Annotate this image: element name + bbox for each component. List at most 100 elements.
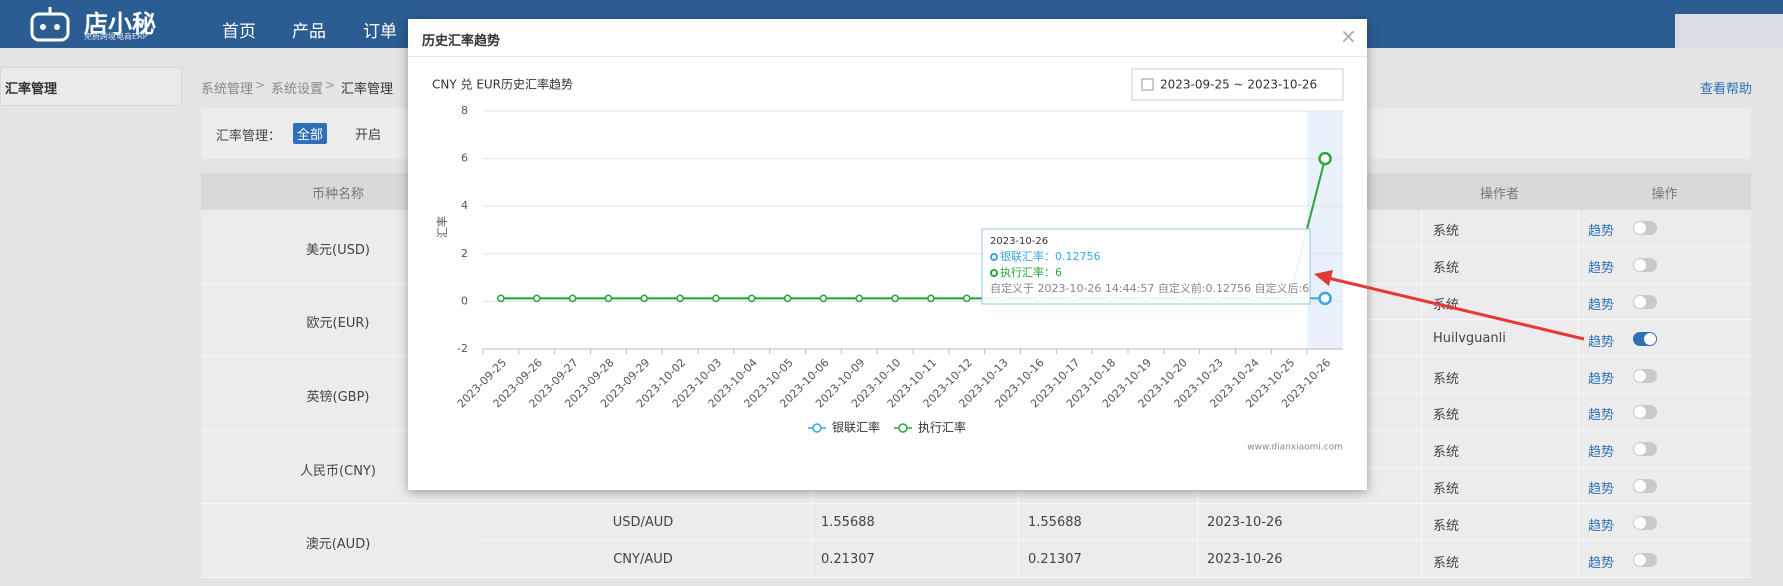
toggle[interactable] <box>1633 221 1657 236</box>
y-axis-label: 汇率 <box>435 216 449 238</box>
series-point <box>855 294 863 303</box>
series-point <box>783 294 792 303</box>
series-point <box>748 294 756 303</box>
y-tick-label: 8 <box>461 104 468 117</box>
cell-divider <box>1421 541 1422 578</box>
sidebar-active[interactable]: 汇率管理 <box>5 82 58 97</box>
legend-label: 银联汇率 <box>832 420 880 435</box>
cell-divider <box>1421 246 1422 284</box>
toggle[interactable] <box>1633 295 1657 309</box>
breadcrumb-item[interactable]: 系统管理 <box>201 82 254 97</box>
table-row <box>475 541 1751 578</box>
modal-close[interactable]: × <box>1340 24 1357 48</box>
toggle[interactable] <box>1633 331 1657 346</box>
hover-band <box>1307 111 1343 349</box>
chart-title: CNY 兑 EUR历史汇率趋势 <box>432 77 573 92</box>
toggle[interactable] <box>1633 258 1657 273</box>
trend-link[interactable]: 趋势 <box>1588 555 1615 571</box>
trend-link[interactable]: 趋势 <box>1588 261 1615 277</box>
toggle[interactable] <box>1633 442 1657 457</box>
filter-option[interactable]: 全部 <box>293 123 328 144</box>
trend-link[interactable]: 趋势 <box>1588 408 1615 424</box>
toggle-knob <box>1634 480 1646 492</box>
tooltip-note: 自定义于 2023-10-26 14:44:57 自定义前:0.12756 自定… <box>990 281 1309 295</box>
watermark: www.dianxiaomi.com <box>1247 443 1343 453</box>
cell-divider <box>1018 541 1019 578</box>
cell-divider <box>1578 357 1579 394</box>
cell-divider <box>1197 541 1198 578</box>
toggle[interactable] <box>1633 479 1657 493</box>
nav-item[interactable]: 首页 <box>222 22 256 42</box>
cell-divider <box>1421 394 1422 431</box>
trend-link[interactable]: 趋势 <box>1588 482 1615 497</box>
cell-divider <box>1578 394 1579 431</box>
series-point <box>712 294 720 303</box>
user-area[interactable] <box>1675 14 1783 48</box>
table-header-cell: 操作者 <box>1479 187 1519 202</box>
trend-link[interactable]: 趋势 <box>1588 445 1615 461</box>
tooltip-marker <box>990 253 998 261</box>
union-rate-cell: 0.21307 <box>821 551 875 567</box>
toggle-knob <box>1634 369 1646 382</box>
union-rate-cell: 1.55688 <box>821 514 875 530</box>
cell-divider <box>1578 467 1579 505</box>
nav-item[interactable]: 订单 <box>363 22 397 42</box>
trend-link[interactable]: 趋势 <box>1588 224 1615 240</box>
series-point <box>1318 151 1332 166</box>
nav-item[interactable]: 产品 <box>292 22 326 42</box>
breadcrumb-item: 汇率管理 <box>341 82 394 97</box>
cell-divider <box>1578 210 1579 247</box>
toggle-knob <box>1634 406 1646 419</box>
updated-cell: 2023-10-26 <box>1207 514 1283 530</box>
pair-cell: USD/AUD <box>612 514 674 530</box>
date-picker[interactable] <box>1131 68 1344 101</box>
trend-link[interactable]: 趋势 <box>1588 371 1615 387</box>
trend-link[interactable]: 趋势 <box>1588 298 1615 313</box>
toggle-knob <box>1634 296 1646 308</box>
calendar-icon <box>1141 78 1154 91</box>
cell-divider <box>1578 504 1579 542</box>
toggle-knob <box>1644 332 1656 345</box>
modal-titlebar <box>408 19 1367 57</box>
operator-cell: 系统 <box>1433 408 1460 424</box>
cell-divider <box>1421 320 1422 358</box>
trend-link[interactable]: 趋势 <box>1588 518 1615 534</box>
breadcrumb-separator: > <box>325 78 336 92</box>
currency-name: 英镑(GBP) <box>306 390 370 405</box>
legend-marker <box>898 423 908 433</box>
series-point <box>676 294 684 303</box>
toggle[interactable] <box>1633 552 1657 567</box>
toggle-knob <box>1634 259 1646 272</box>
y-tick-label: 4 <box>461 199 468 212</box>
sidebar-item <box>0 67 182 106</box>
updated-cell: 2023-10-26 <box>1207 551 1283 567</box>
cell-divider <box>1421 357 1422 394</box>
cell-divider <box>1421 467 1422 505</box>
legend-label: 执行汇率 <box>918 420 966 435</box>
series-point <box>819 294 828 303</box>
cell-divider <box>1578 283 1579 321</box>
cell-divider <box>1578 320 1579 358</box>
series-point <box>497 294 505 303</box>
tooltip-title: 2023-10-26 <box>990 236 1048 247</box>
toggle[interactable] <box>1633 405 1657 420</box>
cell-divider <box>811 541 812 578</box>
toggle[interactable] <box>1633 368 1657 383</box>
y-tick-label: 2 <box>461 247 468 260</box>
currency-name: 人民币(CNY) <box>300 463 376 479</box>
operator-cell: Huilvguanli <box>1433 330 1506 346</box>
toggle-knob <box>1634 443 1646 456</box>
tooltip-marker <box>990 269 998 277</box>
tooltip-line: 银联汇率：0.12756 <box>1000 249 1101 263</box>
help-link[interactable]: 查看帮助 <box>1700 82 1753 97</box>
currency-name: 欧元(EUR) <box>306 316 370 332</box>
toggle-knob <box>1634 516 1646 529</box>
cell-divider <box>1578 430 1579 468</box>
breadcrumb-item[interactable]: 系统设置 <box>271 82 324 97</box>
currency-name: 美元(USD) <box>306 242 370 258</box>
toggle[interactable] <box>1633 515 1657 530</box>
series-point <box>533 294 541 303</box>
filter-option[interactable]: 开启 <box>355 128 382 143</box>
trend-link[interactable]: 趋势 <box>1588 334 1615 350</box>
tooltip-box <box>981 228 1311 305</box>
